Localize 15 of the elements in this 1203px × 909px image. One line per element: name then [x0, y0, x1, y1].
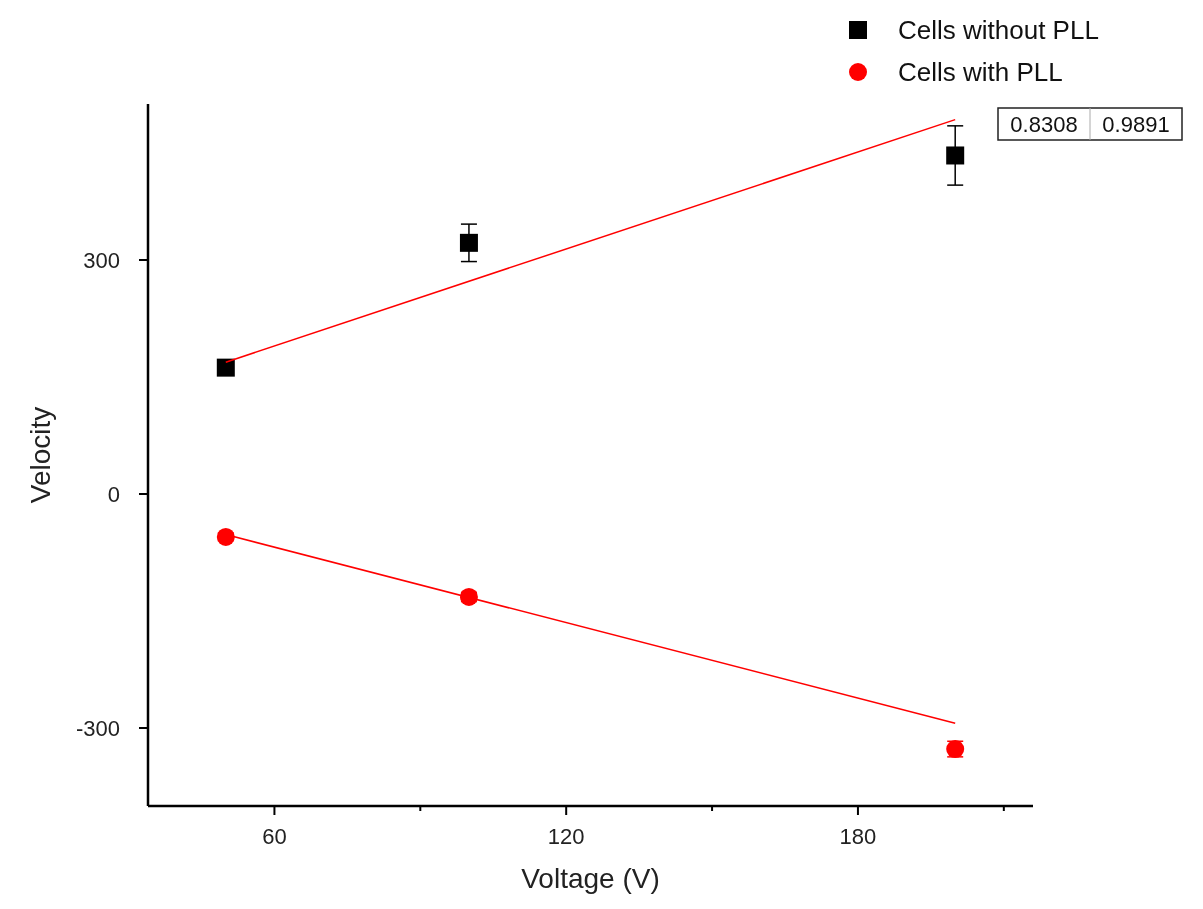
x-tick-label: 180	[839, 824, 877, 849]
y-tick-label: -300	[75, 716, 120, 741]
y-tick-label: 300	[83, 248, 120, 273]
point	[946, 146, 965, 165]
x-tick-label: 60	[262, 824, 287, 849]
text: 0.9891	[1102, 112, 1170, 137]
point	[459, 233, 478, 252]
annotation: 0.8308	[1010, 112, 1078, 137]
x-tick-label: 120	[547, 824, 585, 849]
x-axis-title: Voltage (V)	[521, 863, 660, 894]
y-axis-title: Velocity	[25, 406, 56, 504]
y-tick-label: 0	[107, 482, 120, 507]
legend-label: Cells with PLL	[898, 57, 1063, 87]
legend-label: Cells without PLL	[898, 15, 1099, 45]
point	[216, 358, 235, 377]
